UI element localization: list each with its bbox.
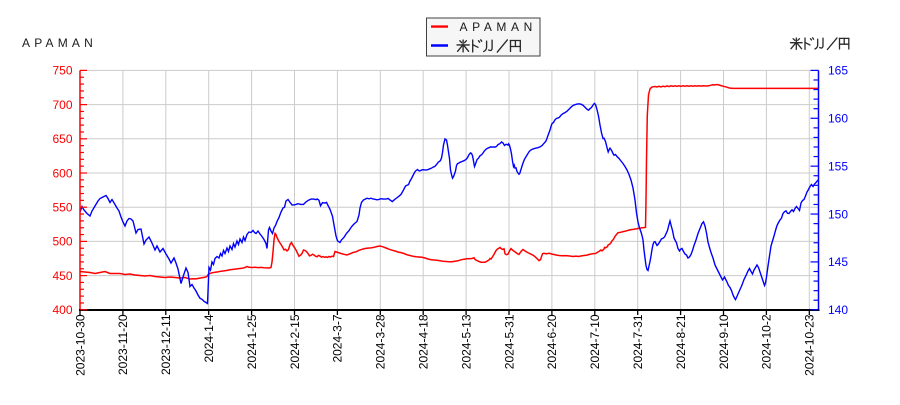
svg-text:2024-1-25: 2024-1-25 bbox=[245, 314, 259, 369]
svg-text:165: 165 bbox=[828, 64, 848, 78]
svg-text:150: 150 bbox=[828, 207, 848, 221]
svg-text:2024-2-15: 2024-2-15 bbox=[288, 314, 302, 369]
svg-text:2023-12-11: 2023-12-11 bbox=[159, 314, 173, 375]
svg-text:2024-9-10: 2024-9-10 bbox=[717, 314, 731, 369]
svg-text:550: 550 bbox=[52, 201, 72, 215]
svg-text:700: 700 bbox=[52, 98, 72, 112]
svg-text:2024-3-7: 2024-3-7 bbox=[331, 314, 345, 362]
svg-text:2023-11-20: 2023-11-20 bbox=[116, 314, 130, 375]
svg-text:750: 750 bbox=[52, 64, 72, 78]
svg-text:500: 500 bbox=[52, 235, 72, 249]
svg-text:140: 140 bbox=[828, 303, 848, 317]
svg-text:160: 160 bbox=[828, 112, 848, 126]
svg-text:APAMAN: APAMAN bbox=[460, 20, 537, 34]
svg-text:145: 145 bbox=[828, 255, 848, 269]
svg-text:400: 400 bbox=[52, 303, 72, 317]
svg-text:2024-10-23: 2024-10-23 bbox=[803, 314, 817, 376]
svg-text:600: 600 bbox=[52, 166, 72, 180]
svg-text:2024-1-4: 2024-1-4 bbox=[202, 314, 216, 362]
svg-text:155: 155 bbox=[828, 160, 848, 174]
svg-text:2024-5-13: 2024-5-13 bbox=[459, 314, 473, 369]
svg-text:2024-3-28: 2024-3-28 bbox=[374, 314, 388, 369]
svg-text:2024-6-20: 2024-6-20 bbox=[545, 314, 559, 369]
svg-text:APAMAN: APAMAN bbox=[22, 36, 97, 50]
svg-text:2024-8-21: 2024-8-21 bbox=[674, 314, 688, 369]
svg-text:2024-10-2: 2024-10-2 bbox=[760, 314, 774, 369]
svg-text:2024-5-31: 2024-5-31 bbox=[502, 314, 516, 369]
svg-text:2024-7-10: 2024-7-10 bbox=[588, 314, 602, 369]
svg-text:2023-10-30: 2023-10-30 bbox=[73, 314, 87, 376]
svg-text:650: 650 bbox=[52, 132, 72, 146]
svg-text:2024-4-18: 2024-4-18 bbox=[417, 314, 431, 369]
svg-text:2024-7-31: 2024-7-31 bbox=[631, 314, 645, 369]
svg-text:450: 450 bbox=[52, 269, 72, 283]
